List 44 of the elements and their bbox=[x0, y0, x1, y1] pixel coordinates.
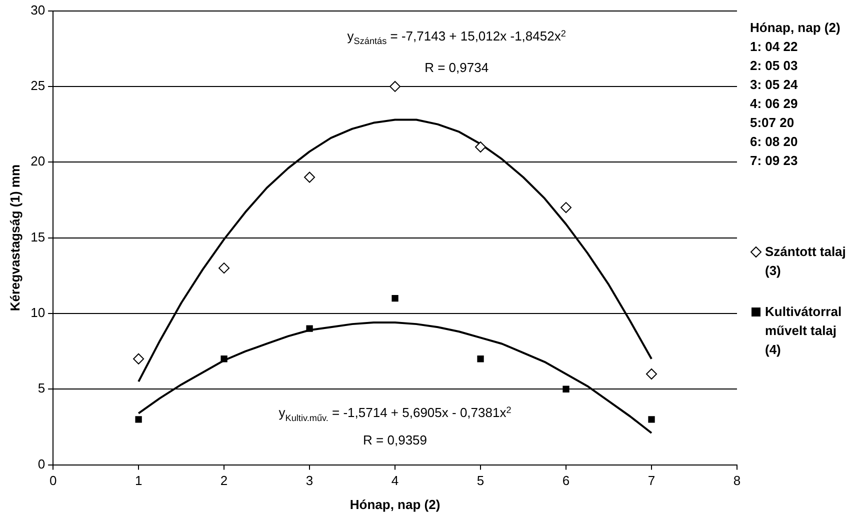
text: 2: 05 03 bbox=[750, 57, 799, 75]
y-tick-label: 20 bbox=[30, 154, 46, 169]
legend-label: Kultivátorral művelt talaj (4) bbox=[765, 303, 843, 359]
y-tick-label: 25 bbox=[30, 78, 46, 94]
point bbox=[306, 325, 313, 332]
x-tick-label: 2 bbox=[220, 473, 228, 488]
point bbox=[220, 356, 228, 362]
text: 5:07 20 bbox=[750, 114, 796, 132]
text: 6: 08 20 bbox=[750, 133, 799, 151]
text: 7: 09 23 bbox=[750, 152, 799, 170]
point bbox=[390, 80, 401, 92]
text: 1: 04 22 bbox=[750, 38, 799, 56]
x-axis-title: Hónap, nap (2) bbox=[350, 496, 440, 512]
x-tick-label: 6 bbox=[562, 473, 570, 488]
annotation: R = 0,9359 bbox=[363, 432, 428, 448]
point bbox=[646, 368, 658, 380]
x-tick-label: 4 bbox=[391, 473, 399, 488]
point bbox=[218, 262, 230, 274]
y-tick-label: 15 bbox=[30, 229, 46, 244]
y-tick-label: 10 bbox=[30, 305, 46, 320]
point bbox=[475, 142, 486, 152]
x-tick-label: 8 bbox=[733, 473, 741, 488]
x-tick-label: 1 bbox=[134, 473, 142, 488]
text: 4: 06 29 bbox=[750, 95, 799, 113]
y-tick-label: 5 bbox=[38, 380, 46, 396]
text: Hónap, nap (2) bbox=[750, 19, 842, 37]
point bbox=[135, 416, 142, 423]
y-axis-title: Kéregvastagság (1) mm bbox=[7, 164, 22, 312]
y-tick-label: 0 bbox=[38, 456, 46, 472]
x-tick-label: 7 bbox=[648, 473, 656, 488]
point bbox=[562, 386, 570, 392]
legend-label: Szántott talaj (3) bbox=[765, 243, 847, 280]
point bbox=[392, 295, 398, 302]
annotation: R = 0,9734 bbox=[424, 60, 489, 76]
text: 3: 05 24 bbox=[750, 76, 799, 94]
point bbox=[648, 416, 655, 423]
point bbox=[477, 356, 484, 362]
x-tick-label: 0 bbox=[49, 473, 57, 488]
y-tick-label: 30 bbox=[30, 2, 46, 18]
point bbox=[560, 202, 572, 214]
x-tick-label: 3 bbox=[306, 473, 314, 488]
point bbox=[304, 172, 316, 183]
point bbox=[133, 353, 144, 364]
x-tick-label: 5 bbox=[476, 473, 484, 488]
